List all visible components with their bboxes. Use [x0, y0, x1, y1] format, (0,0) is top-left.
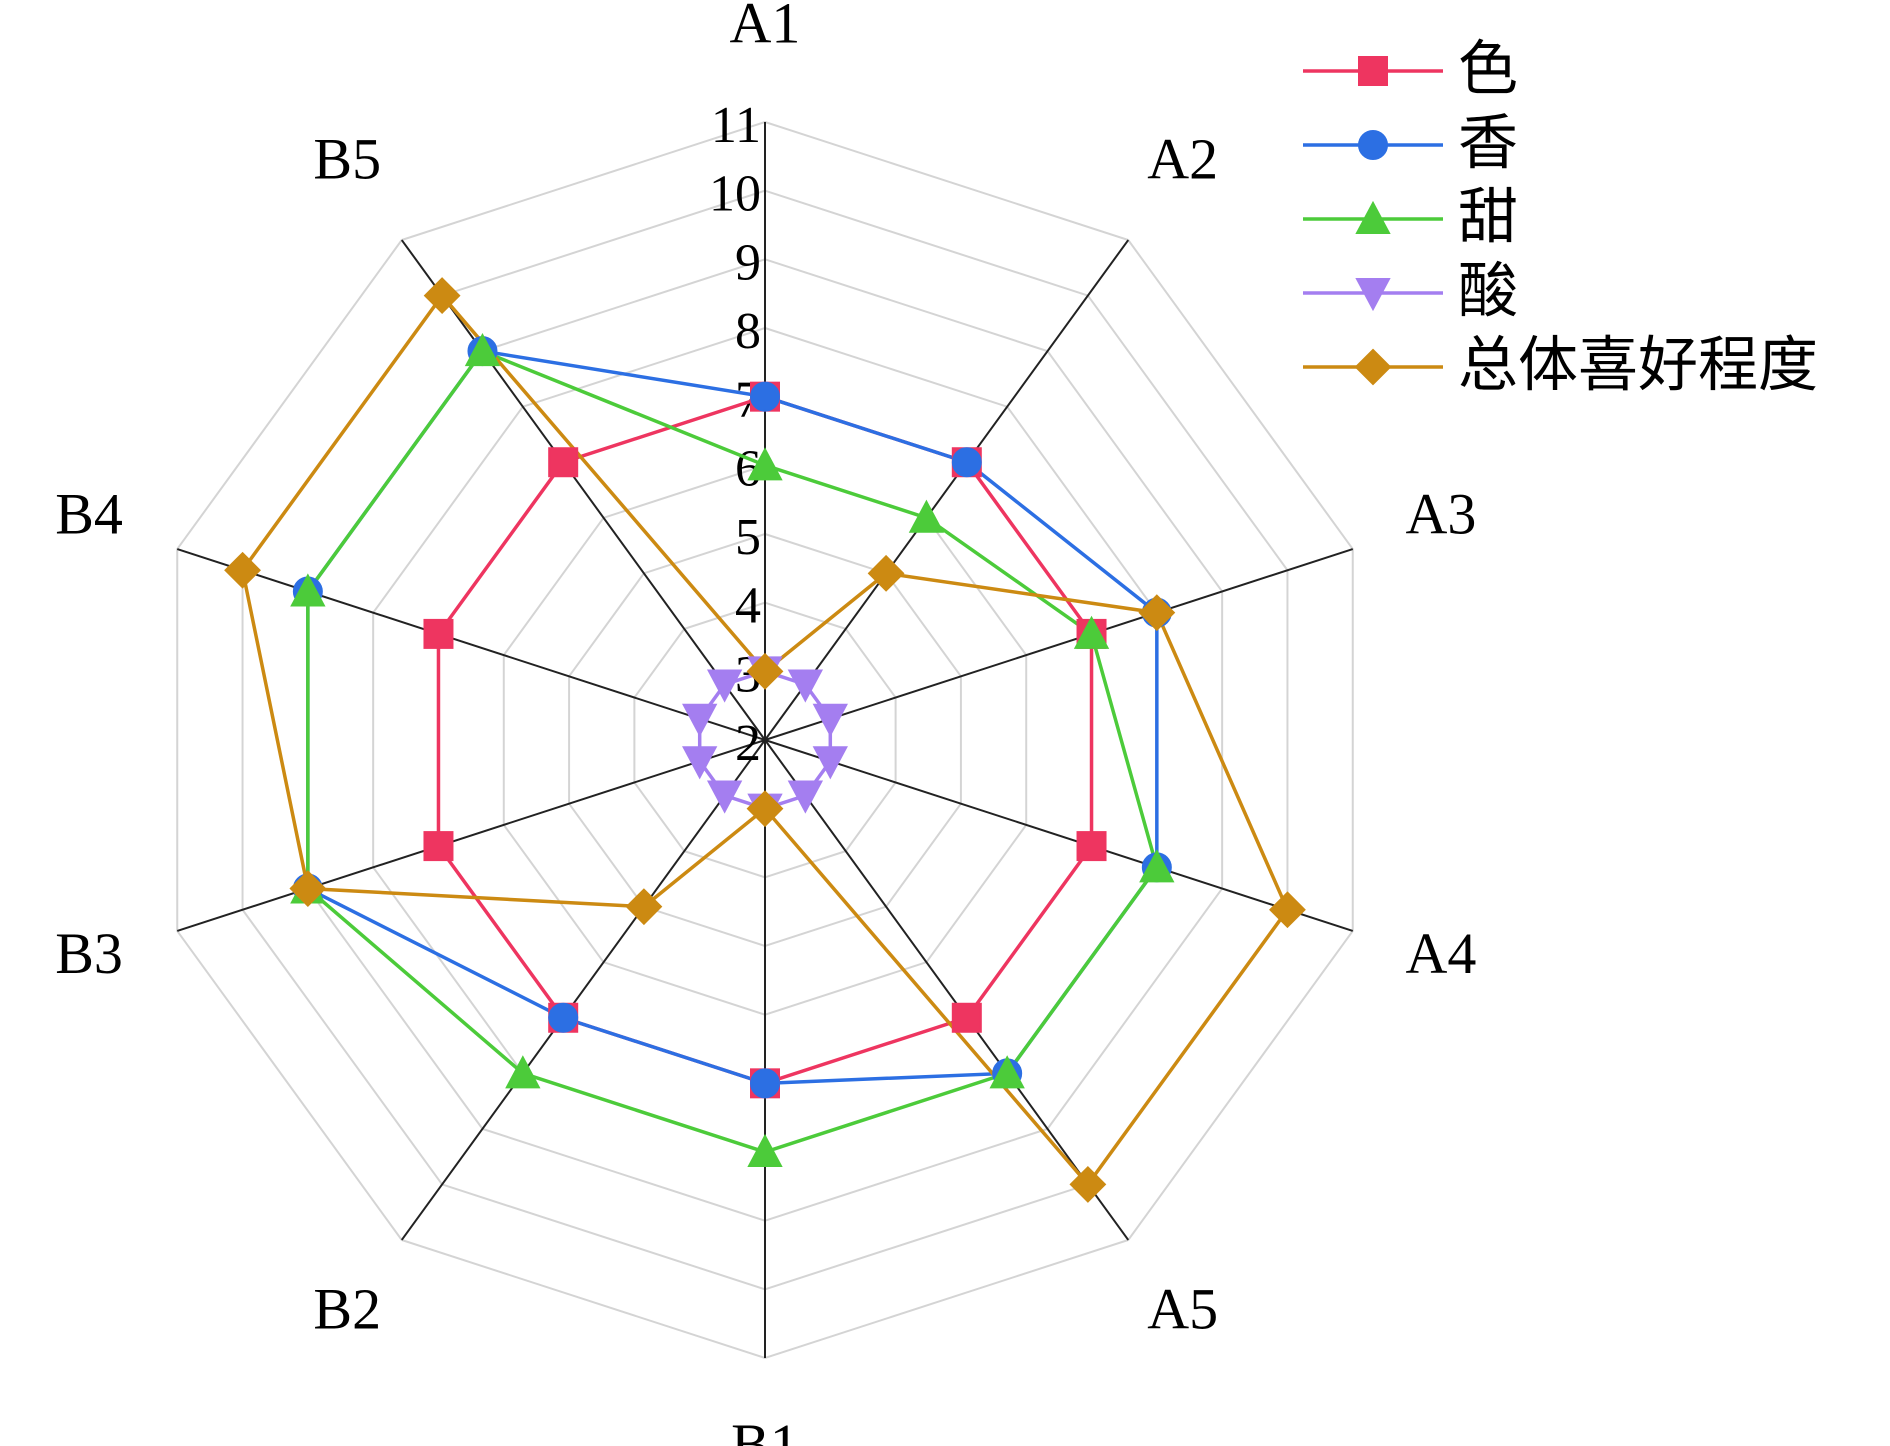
marker	[787, 780, 824, 814]
marker	[548, 1002, 579, 1033]
marker	[289, 870, 327, 907]
category-label: A2	[1147, 126, 1218, 191]
marker	[1076, 831, 1107, 862]
marker	[290, 573, 326, 607]
marker	[1269, 891, 1306, 929]
spoke	[176, 739, 766, 932]
marker	[812, 746, 848, 780]
r-tick-label: 5	[735, 509, 761, 566]
spoke	[764, 548, 1354, 741]
category-label: B1	[731, 1412, 799, 1446]
r-tick-label: 2	[735, 715, 761, 772]
legend-label: 色	[1458, 35, 1518, 105]
marker	[625, 888, 663, 926]
legend-label: 甜	[1458, 183, 1518, 253]
legend-label: 香	[1458, 109, 1518, 179]
marker	[951, 447, 982, 478]
marker	[750, 1068, 780, 1099]
category-label: B2	[313, 1276, 381, 1341]
marker	[464, 333, 501, 367]
marker	[423, 618, 454, 649]
spoke	[400, 739, 766, 1241]
marker	[812, 703, 848, 737]
category-label: A5	[1147, 1276, 1218, 1341]
category-label: B4	[55, 482, 123, 547]
marker	[1139, 849, 1175, 883]
marker	[1073, 615, 1110, 649]
marker	[1355, 278, 1391, 312]
marker	[1069, 1166, 1107, 1203]
spoke	[764, 239, 1130, 741]
marker	[1354, 348, 1392, 386]
r-tick-label: 10	[709, 166, 761, 223]
spoke	[400, 239, 766, 741]
r-tick-label: 9	[735, 234, 761, 291]
category-label: A4	[1405, 921, 1476, 986]
marker	[706, 780, 743, 814]
marker	[951, 1002, 982, 1033]
spoke	[764, 739, 1354, 932]
marker	[682, 703, 718, 737]
marker	[423, 277, 461, 314]
category-label: A3	[1405, 482, 1476, 547]
marker	[682, 746, 718, 780]
category-label: A1	[730, 0, 801, 56]
marker	[989, 1055, 1025, 1089]
marker	[706, 669, 743, 703]
marker	[1358, 56, 1388, 86]
spoke	[764, 739, 1130, 1241]
category-label: B3	[55, 921, 123, 986]
marker	[746, 652, 784, 690]
series-line	[306, 349, 1159, 1086]
marker	[548, 447, 579, 478]
marker	[1138, 594, 1176, 632]
marker	[747, 1133, 783, 1167]
marker	[746, 790, 784, 828]
r-tick-label: 8	[735, 303, 761, 360]
r-tick-label: 4	[735, 578, 761, 635]
r-tick-label: 11	[711, 97, 761, 154]
legend-label: 酸	[1458, 257, 1518, 327]
marker	[224, 551, 261, 589]
marker	[908, 499, 945, 533]
marker	[505, 1055, 541, 1089]
marker	[1355, 200, 1391, 234]
spoke	[176, 548, 766, 741]
marker	[1358, 130, 1388, 160]
marker	[423, 831, 454, 862]
marker	[750, 381, 780, 412]
legend-label: 总体喜好程度	[1458, 331, 1818, 401]
marker	[867, 554, 905, 592]
category-label: B5	[313, 126, 381, 191]
marker	[747, 447, 783, 481]
marker	[787, 669, 824, 703]
